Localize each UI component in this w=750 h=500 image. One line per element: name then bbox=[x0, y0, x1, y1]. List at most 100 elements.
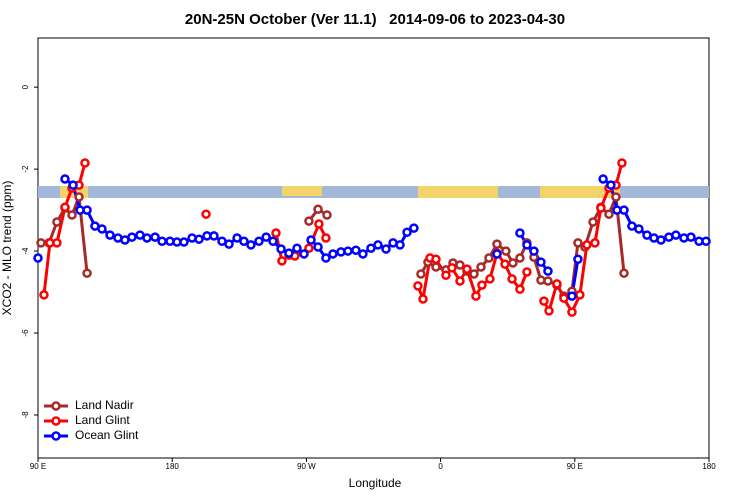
data-point bbox=[276, 244, 286, 254]
data-point bbox=[313, 204, 323, 215]
data-point bbox=[588, 217, 598, 227]
data-point bbox=[82, 268, 92, 278]
data-point bbox=[201, 209, 211, 219]
data-point bbox=[611, 192, 621, 202]
data-point bbox=[606, 180, 616, 190]
data-point bbox=[82, 205, 92, 215]
data-point bbox=[477, 280, 487, 290]
data-point bbox=[328, 249, 338, 259]
data-point bbox=[559, 293, 569, 303]
data-point bbox=[254, 236, 264, 246]
data-point bbox=[358, 249, 368, 259]
data-point bbox=[299, 249, 309, 259]
data-point bbox=[304, 216, 314, 226]
plot-frame bbox=[37, 37, 710, 459]
data-point bbox=[515, 253, 525, 263]
data-point bbox=[469, 269, 479, 279]
x-tick-label: 90 W bbox=[297, 462, 316, 471]
data-point bbox=[573, 238, 583, 248]
data-point bbox=[381, 244, 391, 254]
legend-label: Land Nadir bbox=[75, 398, 134, 412]
data-point bbox=[314, 219, 324, 229]
x-tick-label: 0 bbox=[438, 462, 443, 471]
data-point bbox=[268, 236, 278, 246]
data-point bbox=[313, 242, 323, 252]
data-point bbox=[522, 267, 532, 277]
data-point bbox=[322, 210, 332, 220]
data-point bbox=[321, 253, 331, 263]
data-point bbox=[33, 253, 43, 263]
data-point bbox=[209, 231, 219, 241]
data-point bbox=[366, 243, 376, 253]
x-tick-label: 180 bbox=[166, 462, 180, 471]
data-point bbox=[194, 234, 204, 244]
data-point bbox=[80, 158, 90, 168]
data-point bbox=[373, 240, 383, 250]
data-point bbox=[598, 174, 608, 184]
data-point bbox=[543, 266, 553, 276]
data-point bbox=[575, 290, 585, 300]
data-point bbox=[536, 257, 546, 267]
legend-marker bbox=[51, 416, 61, 426]
data-point bbox=[522, 240, 532, 250]
x-tick-label: 90 E bbox=[30, 462, 46, 471]
data-point bbox=[413, 281, 423, 291]
data-point bbox=[619, 205, 629, 215]
data-point bbox=[60, 174, 70, 184]
data-point bbox=[515, 228, 525, 238]
x-tick-label: 90 E bbox=[567, 462, 583, 471]
legend-label: Ocean Glint bbox=[75, 428, 139, 442]
data-point bbox=[500, 259, 510, 269]
data-point bbox=[292, 243, 302, 253]
y-axis-label: XCO2 - MLO trend (ppm) bbox=[0, 181, 14, 316]
data-point bbox=[246, 240, 256, 250]
data-point bbox=[239, 236, 249, 246]
y-tick-label: -6 bbox=[21, 329, 30, 337]
data-point bbox=[343, 246, 353, 256]
data-point bbox=[656, 235, 666, 245]
data-point bbox=[455, 260, 465, 270]
data-point bbox=[431, 262, 441, 272]
y-tick-label: -2 bbox=[21, 165, 30, 173]
x-axis-label: Longitude bbox=[349, 476, 402, 490]
data-point bbox=[74, 192, 84, 202]
data-point bbox=[418, 294, 428, 304]
data-point bbox=[567, 291, 577, 301]
data-point bbox=[271, 228, 281, 238]
data-point bbox=[409, 223, 419, 233]
data-point bbox=[105, 230, 115, 240]
data-point bbox=[68, 180, 78, 190]
data-point bbox=[619, 268, 629, 278]
y-tick-label: -4 bbox=[21, 247, 30, 255]
data-point bbox=[441, 270, 451, 280]
land-patch bbox=[282, 186, 322, 196]
data-point bbox=[539, 296, 549, 306]
data-point bbox=[573, 254, 583, 265]
data-point bbox=[60, 202, 70, 212]
data-point bbox=[179, 237, 189, 247]
data-point bbox=[701, 236, 711, 246]
data-point bbox=[36, 238, 46, 248]
data-point bbox=[277, 256, 287, 266]
data-point bbox=[476, 262, 486, 272]
data-point bbox=[284, 248, 294, 258]
data-point bbox=[492, 239, 502, 249]
data-point bbox=[142, 233, 152, 243]
data-point bbox=[552, 279, 562, 289]
data-point bbox=[590, 238, 600, 248]
data-point bbox=[306, 235, 316, 245]
data-point bbox=[455, 276, 465, 286]
x-tick-label: 180 bbox=[702, 462, 716, 471]
data-point bbox=[492, 249, 502, 259]
data-point bbox=[596, 203, 606, 213]
data-point bbox=[52, 238, 62, 248]
land-patch bbox=[418, 186, 498, 198]
data-point bbox=[261, 232, 271, 242]
legend-label: Land Glint bbox=[75, 413, 130, 427]
data-point bbox=[485, 274, 495, 284]
data-point bbox=[484, 253, 494, 263]
data-point bbox=[567, 307, 577, 317]
data-point bbox=[157, 236, 167, 246]
